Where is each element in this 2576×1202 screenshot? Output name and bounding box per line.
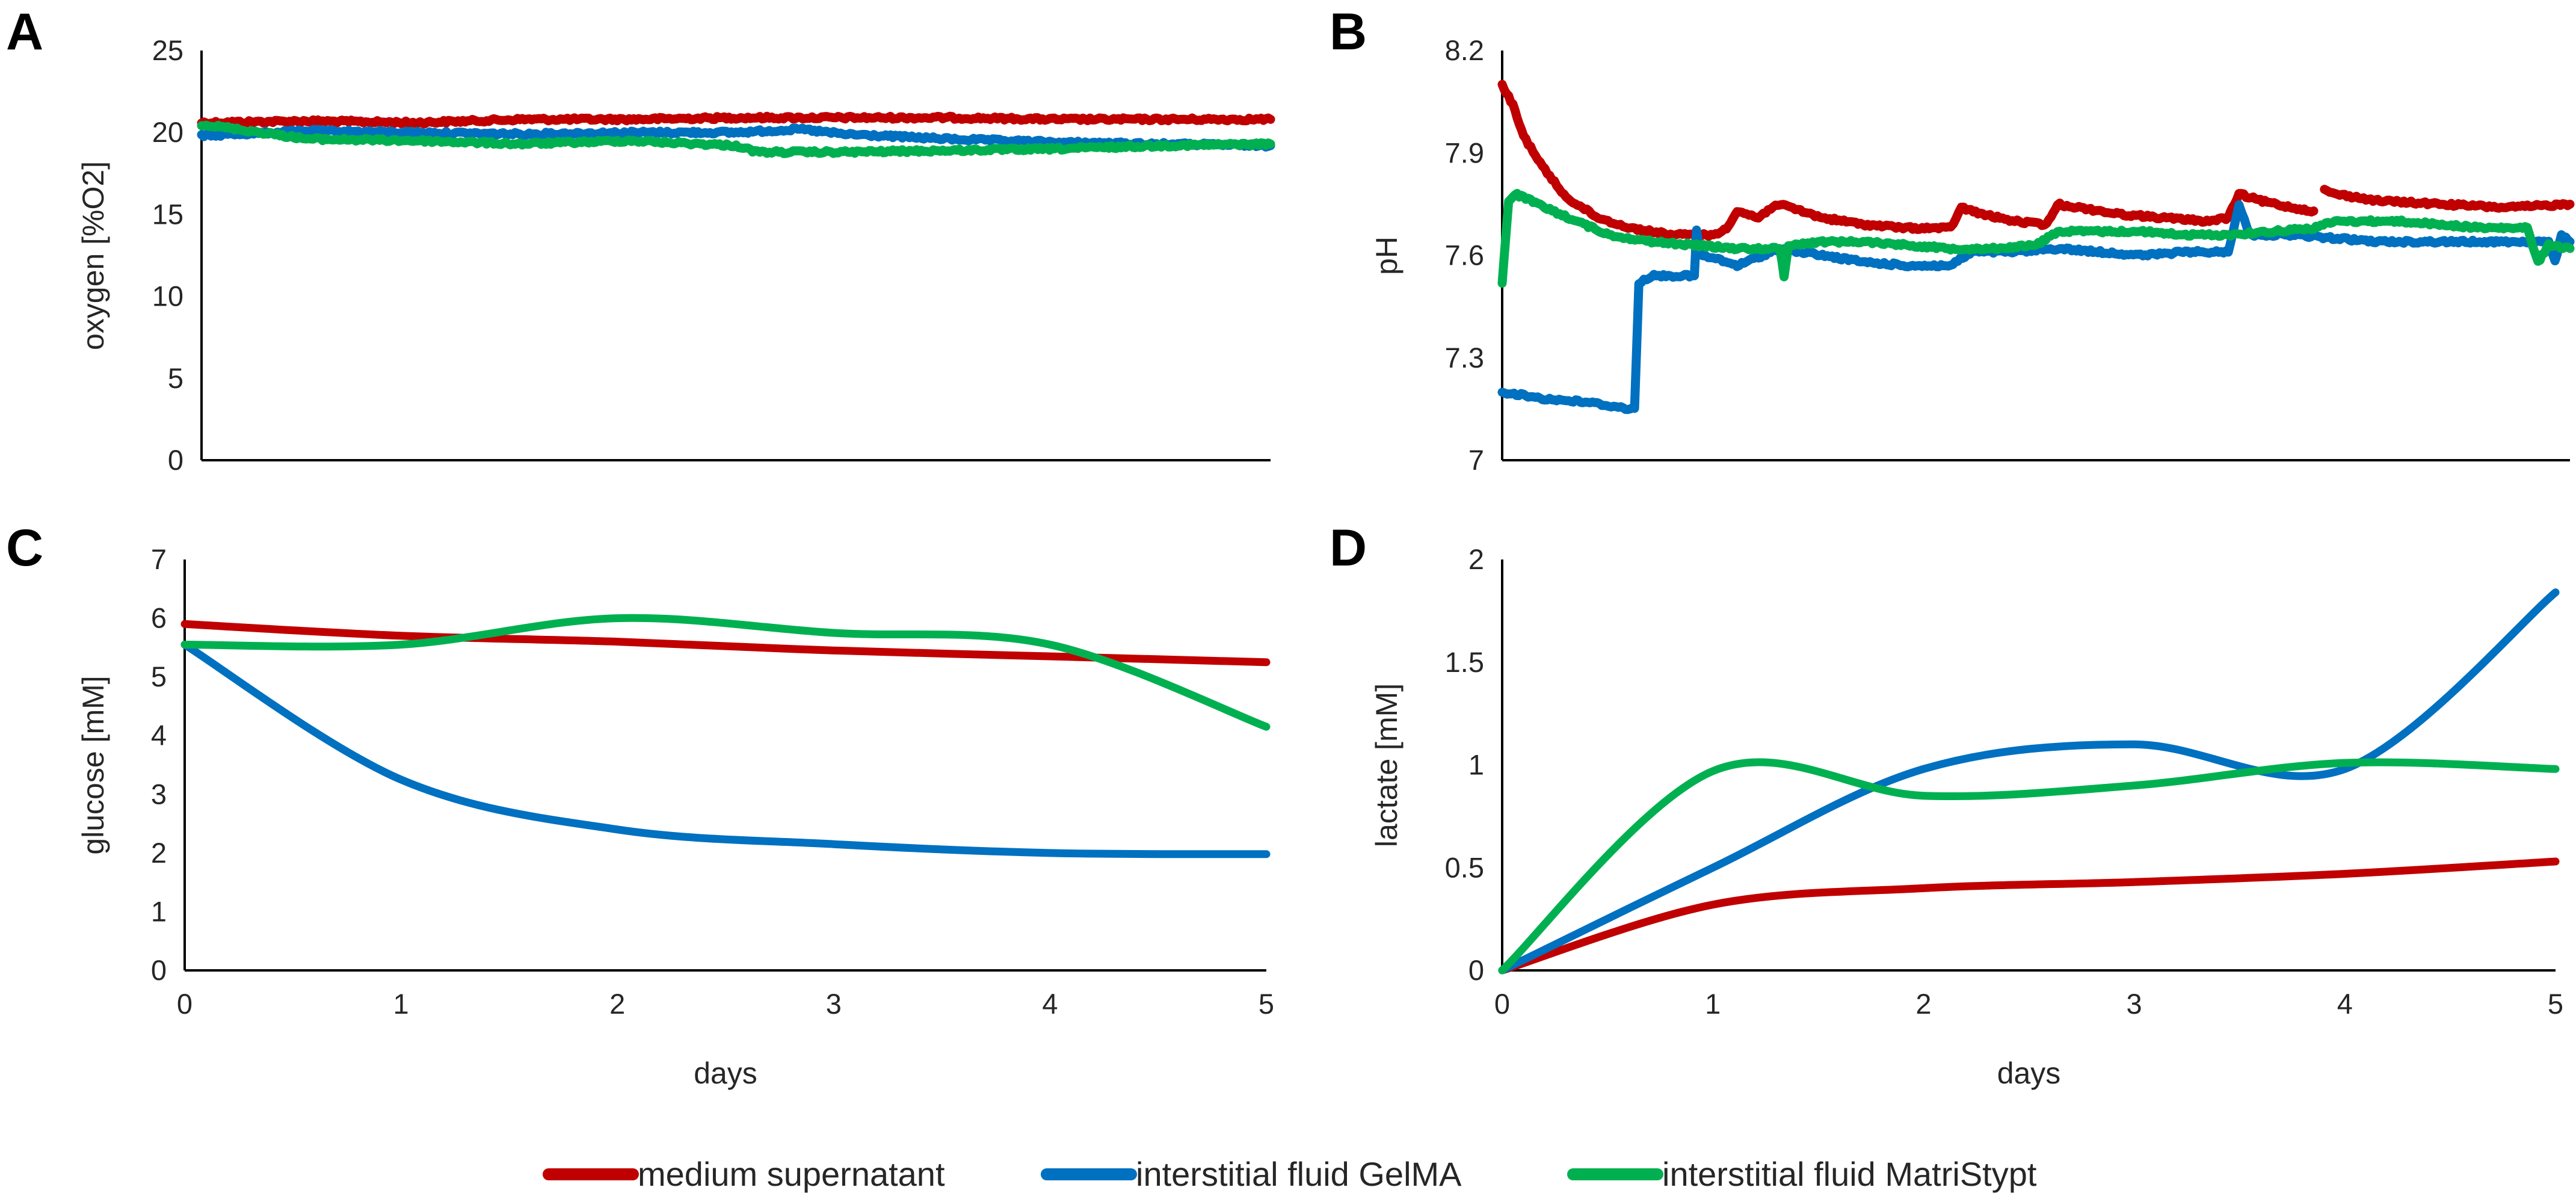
y-tick-label: 3 xyxy=(151,778,167,810)
y-tick-label: 1 xyxy=(1468,749,1484,781)
y-tick-label: 8.2 xyxy=(1445,34,1484,66)
panel-label-b: B xyxy=(1330,3,1367,61)
x-tick-label: 5 xyxy=(2548,988,2563,1020)
series-line-medium-supernatant xyxy=(180,620,1271,667)
legend-label-matristypt: interstitial fluid MatriStypt xyxy=(1662,1155,2037,1193)
legend: medium supernatant interstitial fluid Ge… xyxy=(543,1155,2037,1193)
y-tick-label: 5 xyxy=(151,661,167,692)
chart-panel-d: 0 0.5 1 1.5 2 0 1 2 3 4 5 lactate [mM] days xyxy=(1370,543,2563,1090)
legend-label-gelma: interstitial fluid GelMA xyxy=(1136,1155,1462,1193)
x-tick-label: 3 xyxy=(826,988,842,1020)
series-line-interstitial-matristypt xyxy=(197,120,1275,158)
y-axis-label: glucose [mM] xyxy=(76,676,110,854)
y-tick-label: 1.5 xyxy=(1445,646,1484,678)
x-tick-label: 5 xyxy=(1259,988,1274,1020)
series-line-interstitial-matristypt xyxy=(180,614,1271,731)
series-line-medium-supernatant xyxy=(1497,79,2319,241)
panel-label-d: D xyxy=(1330,519,1367,577)
x-tick-label: 3 xyxy=(2127,988,2142,1020)
y-tick-label: 0.5 xyxy=(1445,851,1484,883)
y-tick-label: 20 xyxy=(152,116,183,148)
y-tick-label: 7.9 xyxy=(1445,137,1484,168)
y-tick-label: 5 xyxy=(168,362,183,394)
x-tick-label: 2 xyxy=(1915,988,1931,1020)
chart-panel-a: 0 5 10 15 20 25 oxygen [%O2] xyxy=(76,34,1275,476)
y-tick-label: 7.3 xyxy=(1445,342,1484,374)
x-tick-label: 1 xyxy=(1705,988,1721,1020)
x-tick-label: 0 xyxy=(1494,988,1510,1020)
legend-label-medium-supernatant: medium supernatant xyxy=(638,1155,945,1193)
x-axis-label: days xyxy=(694,1056,757,1090)
y-tick-label: 4 xyxy=(151,720,167,751)
series-line-interstitial-matristypt xyxy=(1497,189,2575,288)
panel-label-c: C xyxy=(6,519,43,577)
y-tick-label: 7.6 xyxy=(1445,239,1484,271)
chart-panel-b: 7 7.3 7.6 7.9 8.2 pH xyxy=(1370,34,2575,476)
x-tick-label: 1 xyxy=(393,988,409,1020)
series-line-interstitial-gelma xyxy=(1498,588,2560,975)
x-tick-label: 4 xyxy=(1042,988,1058,1020)
series-line-interstitial-gelma xyxy=(180,641,1271,858)
y-tick-label: 7 xyxy=(151,543,167,575)
y-axis-label: oxygen [%O2] xyxy=(76,161,110,350)
series-line-medium-supernatant xyxy=(2320,185,2575,213)
x-tick-label: 0 xyxy=(177,988,193,1020)
y-tick-label: 10 xyxy=(152,280,183,312)
panel-label-a: A xyxy=(6,3,43,61)
x-axis-label: days xyxy=(1997,1056,2061,1090)
y-axis-label: lactate [mM] xyxy=(1370,683,1404,847)
series-line-interstitial-matristypt xyxy=(1498,758,2560,975)
y-tick-label: 0 xyxy=(1468,954,1484,986)
y-tick-label: 1 xyxy=(151,895,167,927)
y-tick-label: 15 xyxy=(152,198,183,230)
chart-panel-c: 0 1 2 3 4 5 6 7 0 1 2 3 4 5 glucose [mM] days xyxy=(76,543,1274,1090)
x-tick-label: 4 xyxy=(2337,988,2353,1020)
y-tick-label: 6 xyxy=(151,602,167,634)
y-tick-label: 25 xyxy=(152,34,183,66)
y-tick-label: 2 xyxy=(151,837,167,869)
series-line-medium-supernatant xyxy=(1498,857,2560,975)
series-line-interstitial-gelma xyxy=(1497,200,2575,415)
y-axis-label: pH xyxy=(1370,236,1404,275)
series-line-medium-supernatant xyxy=(197,111,1275,129)
y-tick-label: 0 xyxy=(168,444,183,476)
y-tick-label: 0 xyxy=(151,954,167,986)
y-tick-label: 2 xyxy=(1468,543,1484,575)
y-tick-label: 7 xyxy=(1468,444,1484,476)
x-tick-label: 2 xyxy=(609,988,625,1020)
